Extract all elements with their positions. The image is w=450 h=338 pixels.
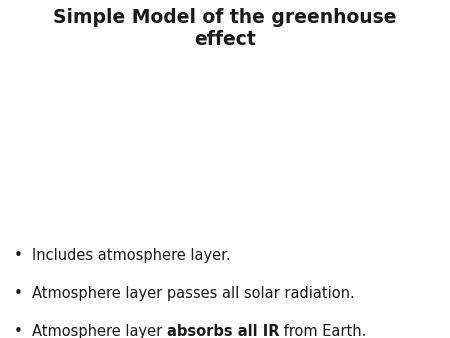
Text: Includes atmosphere layer.: Includes atmosphere layer. [32,248,230,263]
Text: absorbs all IR: absorbs all IR [167,324,279,338]
Text: Simple Model of the greenhouse
effect: Simple Model of the greenhouse effect [53,8,397,49]
Text: •: • [14,248,22,263]
Text: from Earth.: from Earth. [279,324,367,338]
Text: Atmosphere layer passes all solar radiation.: Atmosphere layer passes all solar radiat… [32,286,355,301]
Text: Atmosphere layer: Atmosphere layer [32,324,167,338]
Text: •: • [14,324,22,338]
Text: •: • [14,286,22,301]
